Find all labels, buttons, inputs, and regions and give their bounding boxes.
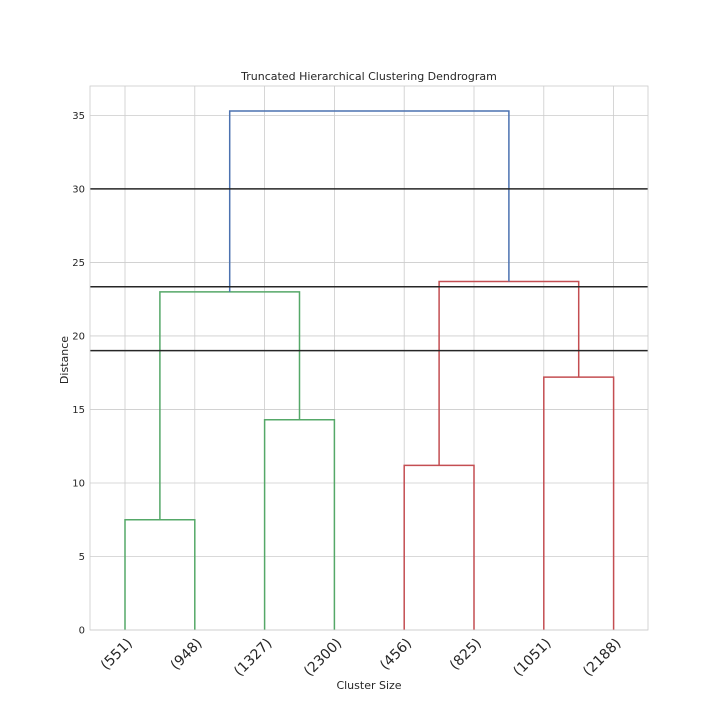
dendrogram-link-2: [159, 291, 301, 520]
dendrogram-link-4: [543, 376, 615, 630]
chart-title: Truncated Hierarchical Clustering Dendro…: [240, 70, 497, 83]
dendrogram-link-5: [438, 280, 580, 466]
x-tick-label: (2300): [301, 636, 345, 680]
x-tick-label: (1051): [510, 636, 554, 680]
y-axis-ticks: 0 5 10 15 20 25 30 35: [72, 111, 85, 637]
dendrogram-links: [124, 110, 615, 630]
threshold-lines: [90, 188, 648, 352]
x-tick-label: (1327): [231, 636, 275, 680]
x-tick-label: (2188): [580, 636, 624, 680]
plot-frame: [89, 85, 649, 631]
y-tick-label: 25: [72, 258, 85, 269]
x-axis-label: Cluster Size: [336, 679, 401, 692]
y-tick-label: 10: [72, 478, 85, 489]
grid: [90, 86, 648, 631]
y-tick-label: 15: [72, 405, 85, 416]
y-tick-label: 0: [79, 626, 85, 637]
y-tick-label: 30: [72, 184, 85, 195]
y-tick-label: 20: [72, 331, 85, 342]
dendrogram-link-1: [263, 419, 336, 630]
y-axis-label: Distance: [58, 336, 71, 384]
y-tick-label: 35: [72, 111, 85, 122]
dendrogram-link-6: [228, 110, 510, 292]
x-axis-ticks: (551) (948) (1327) (2300) (456) (825) (1051) (2…: [98, 636, 625, 680]
x-tick-label: (825): [447, 636, 485, 674]
x-tick-label: (456): [377, 636, 415, 674]
y-tick-label: 5: [79, 552, 85, 563]
x-tick-label: (551): [98, 636, 136, 674]
dendrogram-link-3: [403, 464, 475, 630]
dendrogram-link-0: [124, 518, 196, 630]
x-tick-label: (948): [168, 636, 206, 674]
